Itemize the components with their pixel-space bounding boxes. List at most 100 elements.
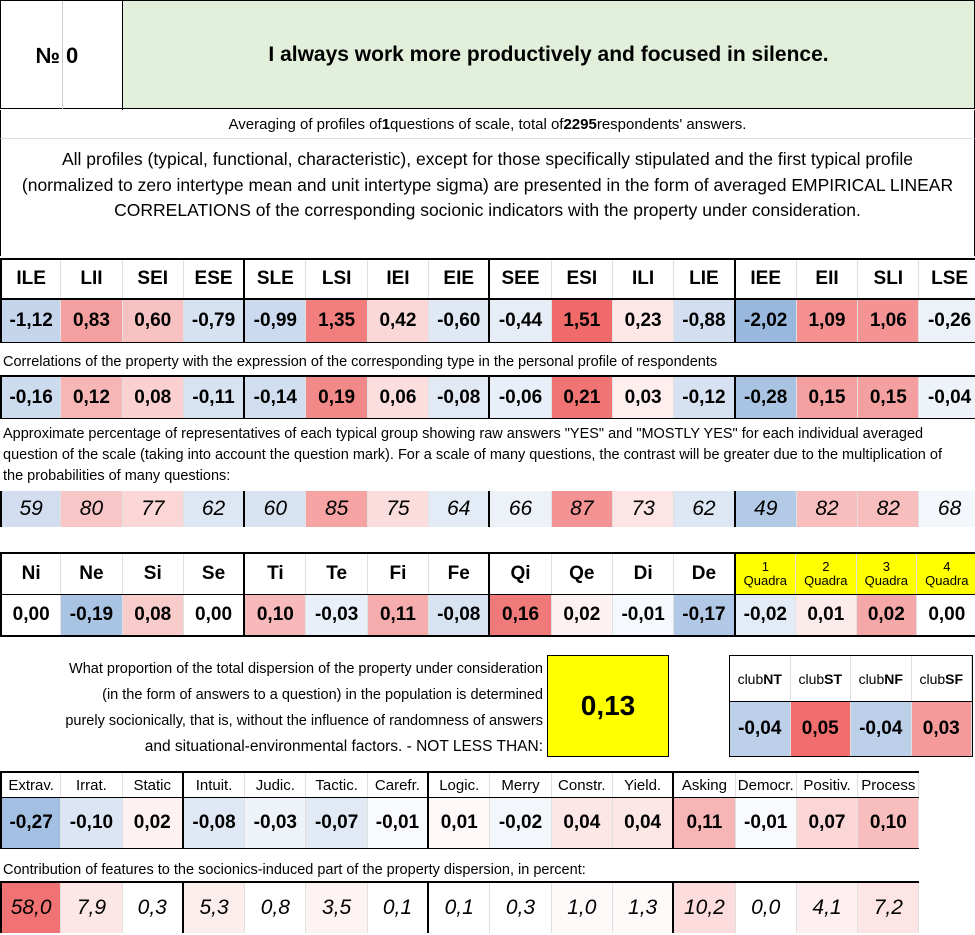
type-label-15: LSE xyxy=(919,260,975,298)
contribution-note: Contribution of features to the socionic… xyxy=(3,862,586,878)
type-label-1: LII xyxy=(61,260,123,298)
correlations-row: -0,16 0,12 0,08 -0,11 -0,14 0,19 0,06 -0,08 -0,0… xyxy=(0,375,975,419)
function-value-1: -0,19 xyxy=(61,595,123,635)
correlation-value-6: 0,06 xyxy=(367,377,430,418)
answers-count: 2295 xyxy=(563,115,597,133)
correlation-value-12: -0,28 xyxy=(735,377,797,418)
percentage-note: Approximate percentage of representative… xyxy=(3,426,942,484)
trait-label-2: Static xyxy=(123,773,184,797)
correlation-value-11: -0,12 xyxy=(674,377,736,418)
trait-label-1: Irrat. xyxy=(61,773,123,797)
function-value-11: -0,17 xyxy=(674,595,736,635)
quadra-value-0: -0,02 xyxy=(735,595,797,635)
club-label-1: club ST xyxy=(791,656,851,701)
percentage-value-3: 62 xyxy=(183,491,246,527)
trait-label-0: Extrav. xyxy=(0,773,62,797)
type-value-11: -0,88 xyxy=(674,300,736,342)
function-label-10: Di xyxy=(613,554,675,594)
function-label-1: Ne xyxy=(61,554,123,594)
trait-label-3: Intuit. xyxy=(184,773,246,797)
trait-value-1: -0,10 xyxy=(61,798,123,848)
percentage-value-14: 82 xyxy=(858,491,920,527)
percentage-value-6: 75 xyxy=(367,491,430,527)
percentage-value-8: 66 xyxy=(490,491,552,527)
percentage-value-9: 87 xyxy=(551,491,613,527)
types-values-row: -1,12 0,83 0,60 -0,79 -0,99 1,35 0,42 -0,60 -0,4… xyxy=(0,300,975,343)
averaging-info: Averaging of profiles of 1 questions of … xyxy=(0,110,975,138)
function-value-6: 0,11 xyxy=(367,595,430,635)
percentage-value-2: 77 xyxy=(122,491,184,527)
trait-value-6: -0,01 xyxy=(367,798,430,848)
contribution-value-12: 0,0 xyxy=(735,883,797,933)
trait-value-11: 0,11 xyxy=(674,798,736,848)
traits-values-row: -0,27 -0,10 0,02 -0,08 -0,03 -0,07 -0,01 0,01 -0… xyxy=(0,798,920,849)
correlation-value-13: 0,15 xyxy=(796,377,859,418)
trait-value-10: 0,04 xyxy=(612,798,675,848)
trait-label-12: Democr. xyxy=(736,773,797,797)
quadra-value-3: 0,00 xyxy=(917,595,975,635)
contribution-value-0: 58,0 xyxy=(0,883,62,933)
percentage-value-12: 49 xyxy=(735,491,797,527)
traits-header-row: Extrav. Irrat. Static Intuit. Judic. Tactic. C… xyxy=(0,771,920,798)
dispersion-line-3: purely socionically, that is, without th… xyxy=(65,713,543,729)
functions-values-row: 0,00 -0,19 0,08 0,00 0,10 -0,03 0,11 -0,08 0,16 0… xyxy=(0,594,975,637)
trait-value-14: 0,10 xyxy=(858,798,920,848)
percentage-value-0: 59 xyxy=(0,491,62,527)
dispersion-line-1: What proportion of the total dispersion … xyxy=(69,661,543,677)
averaging-suffix: respondents' answers. xyxy=(596,115,747,133)
trait-label-14: Process xyxy=(858,773,920,797)
trait-value-0: -0,27 xyxy=(0,798,62,848)
number-label: № xyxy=(1,1,63,110)
description: All profiles (typical, functional, chara… xyxy=(0,138,975,256)
correlation-value-3: -0,11 xyxy=(183,377,246,418)
type-label-2: SEI xyxy=(123,260,184,298)
type-label-9: ESI xyxy=(552,260,613,298)
trait-value-4: -0,03 xyxy=(245,798,307,848)
correlation-value-2: 0,08 xyxy=(122,377,184,418)
function-label-7: Fe xyxy=(429,554,491,594)
contribution-value-9: 1,0 xyxy=(551,883,613,933)
correlation-value-15: -0,04 xyxy=(919,377,975,418)
dispersion-line-4: and situational-environmental factors. -… xyxy=(144,738,543,755)
contribution-value-8: 0,3 xyxy=(490,883,552,933)
function-label-6: Fi xyxy=(368,554,430,594)
clubs-header-row: club NT club ST club NF club SF xyxy=(729,655,973,701)
type-value-10: 0,23 xyxy=(612,300,675,342)
club-value-2: -0,04 xyxy=(851,702,912,756)
trait-value-8: -0,02 xyxy=(490,798,552,848)
club-value-3: 0,03 xyxy=(911,702,972,756)
type-value-5: 1,35 xyxy=(306,300,368,342)
contributions-row: 58,0 7,9 0,3 5,3 0,8 3,5 0,1 0,1 0,3 1,0 1,3 10,2 0,… xyxy=(0,881,920,933)
contribution-value-11: 10,2 xyxy=(674,883,736,933)
club-label-3: club SF xyxy=(912,656,972,701)
function-label-5: Te xyxy=(306,554,368,594)
trait-label-8: Merry xyxy=(490,773,552,797)
contribution-value-2: 0,3 xyxy=(122,883,184,933)
trait-value-9: 0,04 xyxy=(551,798,613,848)
percentage-value-4: 60 xyxy=(245,491,307,527)
contribution-value-6: 0,1 xyxy=(367,883,430,933)
function-value-5: -0,03 xyxy=(306,595,368,635)
club-value-1: 0,05 xyxy=(790,702,851,756)
type-label-6: IEI xyxy=(368,260,430,298)
type-value-13: 1,09 xyxy=(796,300,859,342)
type-value-3: -0,79 xyxy=(183,300,246,342)
function-label-4: Ti xyxy=(245,554,307,594)
type-value-9: 1,51 xyxy=(551,300,613,342)
quadra-label-1: 2 Quadra xyxy=(796,554,857,594)
club-label-2: club NF xyxy=(851,656,912,701)
trait-label-11: Asking xyxy=(674,773,736,797)
type-label-8: SEE xyxy=(490,260,552,298)
percentage-value-7: 64 xyxy=(429,491,491,527)
contribution-value-4: 0,8 xyxy=(245,883,307,933)
contribution-value-7: 0,1 xyxy=(429,883,491,933)
averaging-prefix: Averaging of profiles of xyxy=(228,115,382,133)
trait-label-6: Carefr. xyxy=(368,773,430,797)
percentage-value-1: 80 xyxy=(61,491,123,527)
trait-value-13: 0,07 xyxy=(796,798,859,848)
quadra-value-1: 0,01 xyxy=(796,595,857,635)
functions-header-row: Ni Ne Si Se Ti Te Fi Fe Qi Qe Di De 1 Quadra 2 Quadra 3 Q… xyxy=(0,552,975,594)
type-value-7: -0,60 xyxy=(429,300,491,342)
contribution-value-5: 3,5 xyxy=(306,883,368,933)
function-label-2: Si xyxy=(123,554,184,594)
